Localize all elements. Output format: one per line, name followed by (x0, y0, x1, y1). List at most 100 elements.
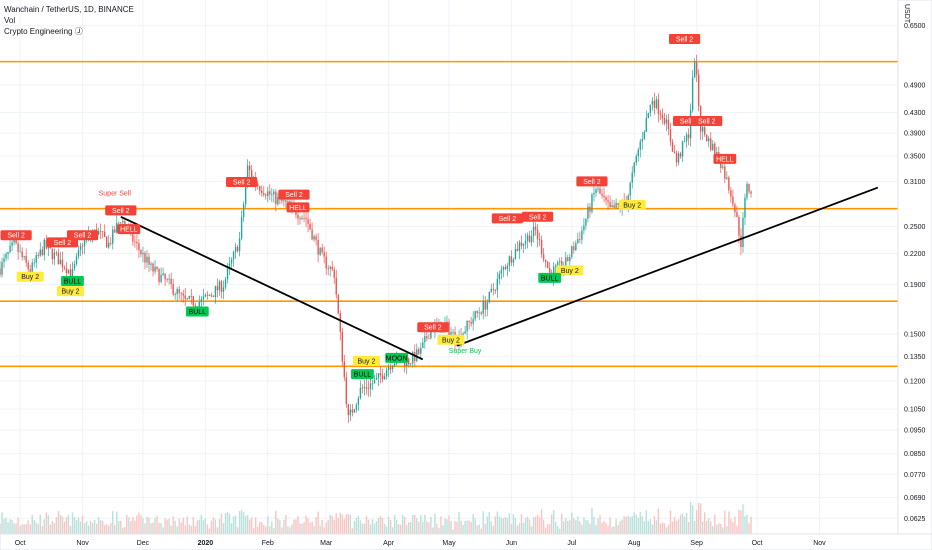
candle-body (311, 229, 313, 240)
volume-bar (633, 512, 635, 534)
volume-bar (631, 516, 633, 534)
volume-bar (146, 516, 148, 534)
volume-bar (206, 524, 209, 534)
volume-bar (464, 520, 466, 534)
volume-bar (742, 504, 744, 534)
candle-body (496, 278, 499, 291)
candle-body (228, 263, 231, 269)
volume-bar (152, 522, 154, 534)
candle-body (530, 236, 533, 243)
volume-bar (357, 515, 360, 534)
price-axis-panel[interactable] (897, 0, 932, 535)
candle-body (77, 250, 80, 257)
volume-bar (673, 516, 676, 534)
volume-bar (643, 521, 646, 534)
candle-body (514, 249, 517, 260)
volume-bar (744, 516, 746, 534)
volume-bar (587, 520, 589, 534)
volume-bar (478, 524, 480, 534)
volume-bar (510, 523, 513, 534)
sell-label-text: Sell 2 (424, 325, 442, 332)
volume-bar (335, 513, 337, 534)
candle-body (216, 286, 219, 291)
volume-bar (559, 528, 561, 534)
bull-label-box (538, 272, 562, 283)
candle-body (353, 409, 356, 413)
volume-bar (343, 518, 346, 534)
candle-body (363, 387, 366, 389)
volume-bar (410, 522, 412, 534)
volume-bar (667, 524, 670, 534)
candle-body (41, 249, 43, 256)
volume-bar (329, 514, 331, 534)
volume-bar (416, 517, 418, 534)
y-tick-label: 0.0625 (904, 516, 926, 523)
trendlines[interactable] (120, 186, 879, 361)
candle-body (71, 268, 74, 277)
candle-body (108, 242, 110, 248)
volume-bar (520, 514, 523, 534)
volume-bar (571, 512, 573, 534)
candle-body (275, 191, 277, 205)
candle-body (341, 331, 343, 362)
volume-bar (3, 518, 5, 534)
candle-body (655, 99, 658, 108)
volume-bar (271, 521, 273, 534)
volume-bar (555, 521, 557, 534)
sell-label-text: HELL (716, 156, 734, 163)
volume-bar (176, 526, 178, 534)
volume-indicator-label[interactable]: Vol (4, 16, 16, 25)
volume-bar (456, 522, 458, 534)
volume-bar (679, 514, 682, 534)
candle-body (329, 266, 331, 269)
candle-body (317, 240, 319, 255)
candle-body (110, 242, 112, 244)
volume-bar (347, 513, 350, 534)
volume-bar (653, 516, 656, 534)
candle-body (585, 218, 587, 226)
y-tick-label: 0.3900 (904, 131, 926, 138)
volume-bar (154, 517, 156, 534)
time-axis-panel[interactable] (0, 533, 932, 550)
volume-bar (472, 514, 474, 534)
candle-body (162, 273, 164, 275)
volume-bar (385, 526, 388, 534)
candle-body (134, 241, 136, 243)
volume-bar (542, 519, 545, 534)
candle-body (498, 273, 501, 279)
candle-body (144, 252, 146, 263)
volume-bar (724, 510, 726, 534)
candle-body (561, 261, 563, 270)
bull-label-box (351, 369, 374, 380)
candle-body (200, 299, 203, 303)
candle-body (285, 200, 287, 203)
volume-bar (210, 520, 213, 534)
volume-bar (138, 512, 140, 534)
volume-bar (480, 528, 482, 534)
volume-bar (375, 521, 378, 534)
sell-label-box (286, 202, 310, 213)
candle-body (631, 172, 633, 183)
candle-body (19, 251, 21, 253)
candle-body (734, 204, 736, 213)
super-buy-label: Super Buy (449, 348, 482, 355)
candle-body (500, 269, 503, 274)
candle-body (691, 77, 694, 110)
candle-body (659, 113, 662, 116)
candle-body (287, 201, 289, 203)
time-axis[interactable]: Oct Nov Dec 2020 Feb Mar Apr May Jun Jul Aug Sep Oct… (15, 540, 827, 547)
candle-body (557, 262, 559, 266)
volume-bar (720, 524, 722, 534)
x-tick-label: Jul (567, 540, 576, 547)
symbol-title[interactable]: Wanchain / TetherUS, 1D, BINANCE (4, 5, 134, 14)
sell-label-box (105, 205, 137, 216)
volume-bar (255, 517, 257, 534)
crypto-engineering-indicator-label[interactable]: Crypto Engineering Ⓙ (4, 27, 83, 36)
candle-body (333, 269, 335, 278)
price-axis[interactable]: 0.6500 0.4900 0.4300 0.3900 0.3500 0.3100 0.25… (904, 23, 926, 523)
candle-body (27, 262, 29, 270)
candle-body (168, 278, 170, 280)
volume-bar (259, 522, 261, 534)
